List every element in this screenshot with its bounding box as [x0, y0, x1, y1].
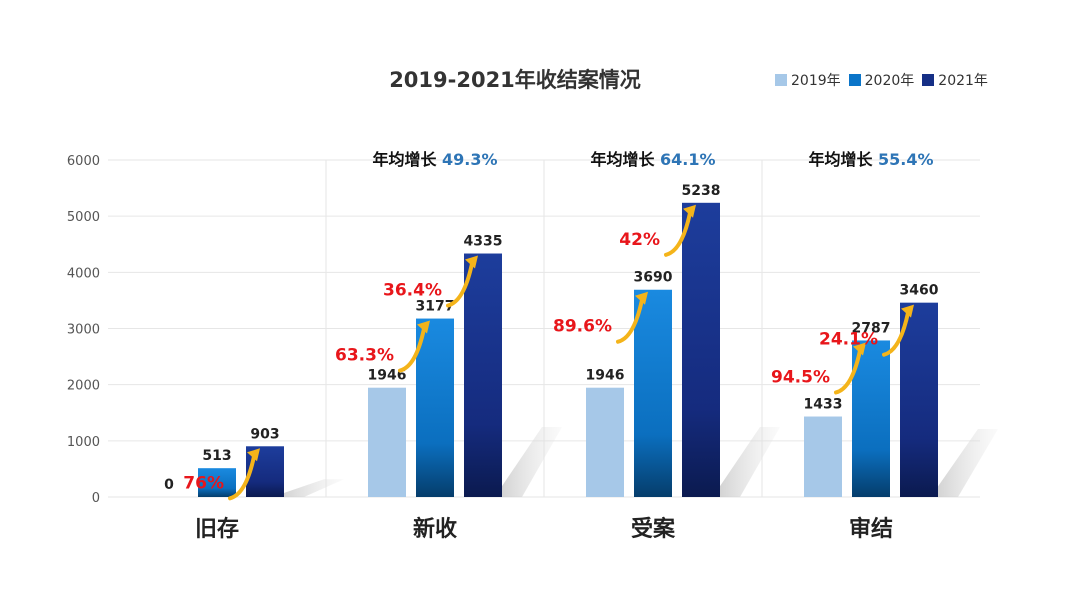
annual-growth-caption: 年均增长 [808, 150, 878, 169]
data-label: 1433 [804, 397, 843, 413]
annual-growth-label: 年均增长 49.3% [372, 150, 497, 169]
growth-arrow [664, 210, 692, 257]
legend-swatch [922, 74, 935, 86]
bar [416, 318, 454, 497]
growth-arrowhead [417, 320, 430, 334]
legend-swatch [848, 74, 861, 86]
bar [804, 416, 842, 497]
x-tick-label: 新收 [413, 516, 457, 542]
bar-shadow [278, 479, 344, 497]
legend-label: 2021年 [938, 73, 988, 89]
growth-arrow [398, 326, 426, 373]
data-label: 903 [250, 426, 279, 442]
growth-arrowhead [247, 448, 260, 462]
x-tick-label: 旧存 [195, 516, 239, 542]
bar [852, 340, 890, 497]
bar-shadow [932, 428, 998, 497]
y-tick-label: 2000 [67, 379, 100, 394]
growth-arrowhead [901, 304, 914, 318]
data-label: 513 [202, 448, 231, 464]
bar [682, 202, 720, 497]
data-label: 1946 [586, 368, 625, 384]
growth-arrowhead [853, 342, 866, 356]
growth-label: 24.1% [819, 330, 878, 350]
growth-arrow [616, 297, 644, 344]
annual-growth-label: 年均增长 64.1% [590, 150, 715, 169]
annual-growth-value: 49.3% [442, 150, 498, 169]
growth-arrowhead [683, 204, 696, 218]
y-tick-label: 1000 [67, 435, 100, 450]
bar [464, 253, 502, 497]
annual-growth-caption: 年均增长 [590, 150, 660, 169]
bar [368, 387, 406, 497]
data-label: 3460 [900, 283, 939, 299]
data-label: 4335 [464, 234, 503, 250]
growth-arrowhead [465, 255, 478, 269]
data-label: 0 [164, 477, 174, 493]
legend-item: 2020年 [848, 70, 915, 90]
y-tick-label: 0 [92, 491, 100, 506]
chart-legend: 2019年 2020年 2021年 [775, 70, 988, 90]
data-label: 1946 [368, 368, 407, 384]
data-label: 3690 [634, 270, 673, 286]
growth-label: 36.4% [383, 281, 442, 301]
legend-item: 2021年 [922, 70, 988, 90]
data-label: 5238 [682, 183, 721, 199]
annual-growth-value: 55.4% [878, 150, 934, 169]
bar [900, 302, 938, 497]
annual-growth-label: 年均增长 55.4% [808, 150, 933, 169]
growth-arrow [882, 310, 910, 357]
legend-label: 2020年 [864, 73, 915, 89]
x-tick-label: 受案 [631, 516, 676, 542]
growth-label: 94.5% [771, 367, 830, 387]
growth-label: 76% [183, 473, 224, 493]
legend-swatch [775, 74, 787, 86]
growth-arrow [228, 454, 256, 501]
bar-shadow [496, 427, 562, 497]
growth-label: 63.3% [335, 346, 394, 366]
bar [198, 468, 236, 497]
legend-label: 2019年 [791, 73, 841, 89]
growth-arrowhead [635, 291, 648, 305]
annual-growth-value: 64.1% [660, 150, 716, 169]
growth-arrow [834, 348, 862, 395]
legend-item: 2019年 [775, 70, 841, 90]
x-tick-label: 审结 [849, 516, 893, 542]
growth-label: 42% [619, 230, 660, 250]
y-tick-label: 4000 [67, 266, 100, 281]
annual-growth-caption: 年均增长 [372, 150, 442, 169]
growth-arrow [446, 261, 474, 308]
data-label: 2787 [852, 320, 891, 336]
y-tick-label: 5000 [67, 210, 100, 225]
chart-title: 2019-2021年收结案情况 [389, 68, 641, 92]
bar [586, 387, 624, 497]
bar [634, 289, 672, 497]
data-label: 3177 [416, 299, 455, 315]
y-tick-label: 6000 [67, 154, 100, 169]
y-tick-label: 3000 [67, 323, 100, 338]
bar-shadow [714, 427, 780, 497]
growth-label: 89.6% [553, 317, 612, 337]
